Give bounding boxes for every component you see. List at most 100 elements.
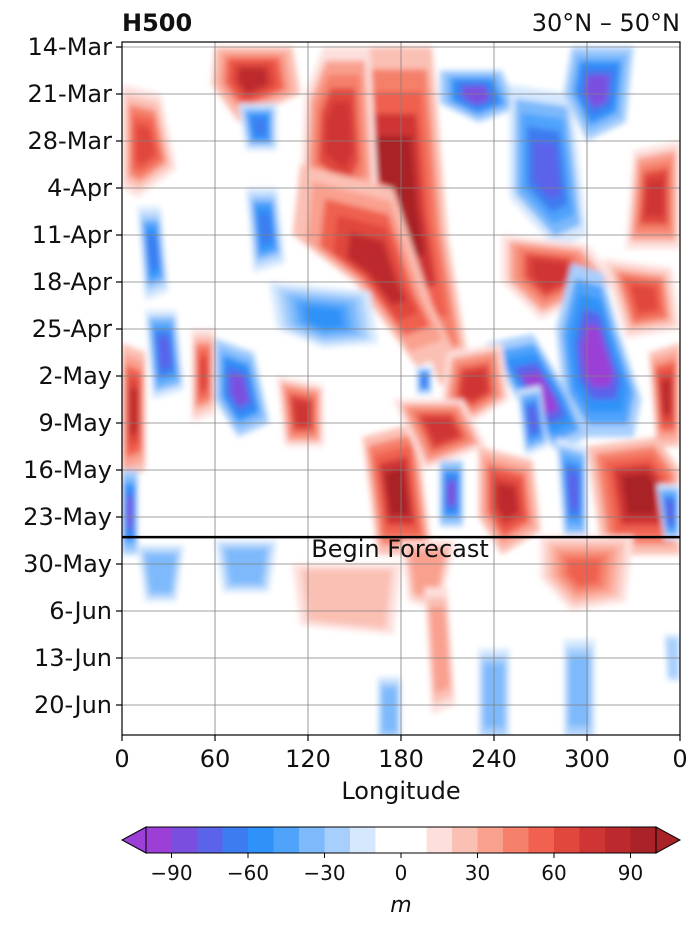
colorbar-band-13	[503, 827, 529, 853]
x-tick-label: 0	[672, 745, 687, 773]
anomaly-field-20-4	[129, 386, 138, 436]
anomaly-field-18-4	[303, 305, 344, 330]
x-axis-label: Longitude	[341, 777, 460, 805]
chart-title: H500	[122, 9, 192, 37]
y-tick-label: 9-May	[38, 409, 112, 437]
colorbar-band-2	[197, 827, 223, 853]
anomaly-field-5-4	[462, 86, 491, 105]
x-tick-label: 60	[200, 745, 231, 773]
colorbar-band-9	[375, 827, 427, 853]
colorbar-band-4	[248, 827, 274, 853]
anomaly-field-32-4	[567, 471, 579, 509]
y-tick-label: 11-Apr	[32, 221, 112, 249]
anomaly-field-36-2	[429, 607, 451, 694]
anomaly-field-14-4	[582, 324, 613, 387]
colorbar-band-7	[324, 827, 351, 853]
colorbar-band-11	[452, 827, 478, 853]
x-tick-label: 180	[378, 745, 424, 773]
colorbar-band-12	[477, 827, 504, 853]
colorbar-tick-label: 60	[541, 861, 566, 885]
x-tick-label: 120	[285, 745, 331, 773]
colorbar-tick-label: −90	[150, 861, 192, 885]
colorbar-extend-max	[655, 826, 682, 854]
anomaly-field-37-1	[301, 569, 393, 629]
anomaly-field-10-4	[258, 213, 273, 245]
colorbar-tick-label: 30	[465, 861, 490, 885]
colorbar-extend-min	[120, 826, 147, 854]
y-tick-label: 2-May	[38, 362, 112, 390]
colorbar-band-1	[171, 827, 198, 853]
anomaly-field-13-4	[629, 284, 658, 313]
anomaly-field-0-4	[374, 136, 425, 258]
colorbar-band-8	[350, 827, 376, 853]
anomaly-field-19-4	[421, 375, 428, 386]
anomaly-field-24-4	[660, 377, 672, 415]
y-tick-label: 14-Mar	[28, 33, 113, 61]
colorbar: −90 −60 −30 0 30 60 90	[120, 826, 682, 885]
anomaly-field-6-4	[533, 140, 562, 200]
anomaly-field-35-2	[409, 551, 446, 599]
colorbar-tick-label: 0	[395, 861, 408, 885]
y-tick-label: 25-Apr	[32, 315, 112, 343]
anomaly-field-41-2	[568, 655, 590, 727]
anomaly-field-38-2	[144, 554, 177, 593]
y-tick-label: 13-Jun	[34, 644, 112, 672]
colorbar-tick-label: 90	[618, 861, 643, 885]
anomaly-field-3-4	[135, 124, 156, 165]
y-tick-label: 20-Jun	[34, 691, 112, 719]
x-tick-label: 240	[471, 745, 517, 773]
anomaly-field-34-4	[567, 559, 601, 587]
anomaly-field-31-4	[527, 407, 539, 433]
y-tick-label: 21-Mar	[28, 80, 113, 108]
colorbar-band-17	[605, 827, 631, 853]
anomaly-field-27-4	[496, 481, 519, 521]
anomaly-field-2-4	[347, 232, 406, 306]
colorbar-tick-label: −30	[303, 861, 345, 885]
anomaly-field-16-4	[157, 337, 172, 370]
anomaly-field-28-4	[621, 472, 656, 515]
anomaly-field-22-4	[293, 400, 310, 426]
begin-forecast-label: Begin Forecast	[311, 535, 489, 563]
colorbar-band-14	[528, 827, 555, 853]
anomaly-field-17-4	[229, 371, 250, 408]
y-tick-label: 4-Apr	[47, 174, 112, 202]
anomaly-field-26-4	[424, 418, 458, 444]
colorbar-band-10	[426, 827, 453, 853]
plot-area	[122, 42, 680, 735]
colorbar-band-3	[222, 827, 249, 853]
colorbar-band-6	[299, 827, 325, 853]
colorbar-band-15	[554, 827, 580, 853]
anomaly-field-30-4	[447, 481, 456, 506]
colorbar-tick-label: −60	[227, 861, 269, 885]
y-tick-label: 30-May	[23, 550, 112, 578]
colorbar-label: m	[390, 893, 411, 918]
colorbar-band-18	[630, 827, 657, 853]
x-axis: 0 60 120 180 240 300 0	[114, 735, 688, 773]
x-tick-label: 0	[114, 745, 129, 773]
chart-subtitle: 30°N – 50°N	[532, 9, 680, 37]
colorbar-band-5	[273, 827, 300, 853]
anomaly-field-25-4	[384, 467, 410, 515]
x-tick-label: 300	[564, 745, 610, 773]
anomaly-field-9-4	[147, 235, 159, 270]
anomaly-field-23-4	[461, 370, 487, 400]
y-tick-label: 28-Mar	[28, 127, 113, 155]
anomaly-field-29-4	[126, 497, 133, 528]
grid-lines	[122, 42, 680, 735]
colorbar-band-0	[146, 827, 172, 853]
anomaly-field-39-2	[224, 548, 268, 584]
anomaly-field-8-4	[251, 118, 266, 136]
colorbar-band-16	[579, 827, 606, 853]
y-tick-label: 18-Apr	[32, 268, 112, 296]
anomaly-field-1-4	[324, 102, 353, 170]
anomaly-field-42-2	[381, 687, 398, 733]
anomaly-field-11-4	[644, 177, 664, 217]
y-tick-label: 16-May	[23, 456, 112, 484]
anomaly-field-4-4	[237, 67, 270, 95]
anomaly-field-21-4	[199, 357, 208, 392]
y-tick-label: 23-May	[23, 503, 112, 531]
anomaly-field-7-4	[584, 74, 610, 109]
y-axis: 14-Mar 21-Mar 28-Mar 4-Apr 11-Apr 18-Apr 25-Ap…	[23, 33, 122, 719]
y-tick-label: 6-Jun	[49, 597, 112, 625]
